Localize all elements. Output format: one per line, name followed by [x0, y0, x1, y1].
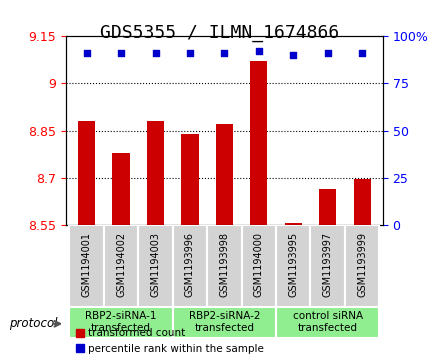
Bar [113, 153, 130, 225]
Text: GSM1193995: GSM1193995 [288, 232, 298, 297]
FancyBboxPatch shape [173, 307, 276, 338]
Bar [285, 224, 302, 225]
Bar [250, 61, 268, 225]
FancyBboxPatch shape [173, 225, 207, 307]
Point [117, 50, 125, 56]
Text: RBP2-siRNA-1
transfected: RBP2-siRNA-1 transfected [85, 311, 157, 333]
Bar [147, 121, 164, 225]
Text: protocol: protocol [9, 317, 57, 330]
Text: GDS5355 / ILMN_1674866: GDS5355 / ILMN_1674866 [100, 24, 340, 42]
Bar [78, 121, 95, 225]
FancyBboxPatch shape [70, 225, 104, 307]
Text: GSM1194000: GSM1194000 [254, 232, 264, 297]
Bar [319, 189, 336, 225]
Point [187, 50, 194, 56]
Legend: transformed count, percentile rank within the sample: transformed count, percentile rank withi… [71, 324, 268, 358]
Text: GSM1193997: GSM1193997 [323, 232, 333, 297]
FancyBboxPatch shape [311, 225, 345, 307]
FancyBboxPatch shape [104, 225, 138, 307]
FancyBboxPatch shape [276, 225, 311, 307]
Text: control siRNA
transfected: control siRNA transfected [293, 311, 363, 333]
Point [152, 50, 159, 56]
FancyBboxPatch shape [138, 225, 173, 307]
Point [255, 49, 262, 54]
Text: GSM1193998: GSM1193998 [220, 232, 229, 297]
Bar [181, 134, 198, 225]
FancyBboxPatch shape [345, 225, 379, 307]
Bar [216, 125, 233, 225]
Point [290, 52, 297, 58]
FancyBboxPatch shape [276, 307, 379, 338]
FancyBboxPatch shape [70, 307, 173, 338]
Point [221, 50, 228, 56]
Text: GSM1194003: GSM1194003 [150, 232, 161, 297]
Text: GSM1194002: GSM1194002 [116, 232, 126, 297]
Point [83, 50, 90, 56]
Text: GSM1193996: GSM1193996 [185, 232, 195, 297]
Text: GSM1193999: GSM1193999 [357, 232, 367, 297]
Text: RBP2-siRNA-2
transfected: RBP2-siRNA-2 transfected [189, 311, 260, 333]
Point [324, 50, 331, 56]
FancyBboxPatch shape [242, 225, 276, 307]
Bar [353, 179, 371, 225]
Point [359, 50, 366, 56]
Text: GSM1194001: GSM1194001 [82, 232, 92, 297]
FancyBboxPatch shape [207, 225, 242, 307]
